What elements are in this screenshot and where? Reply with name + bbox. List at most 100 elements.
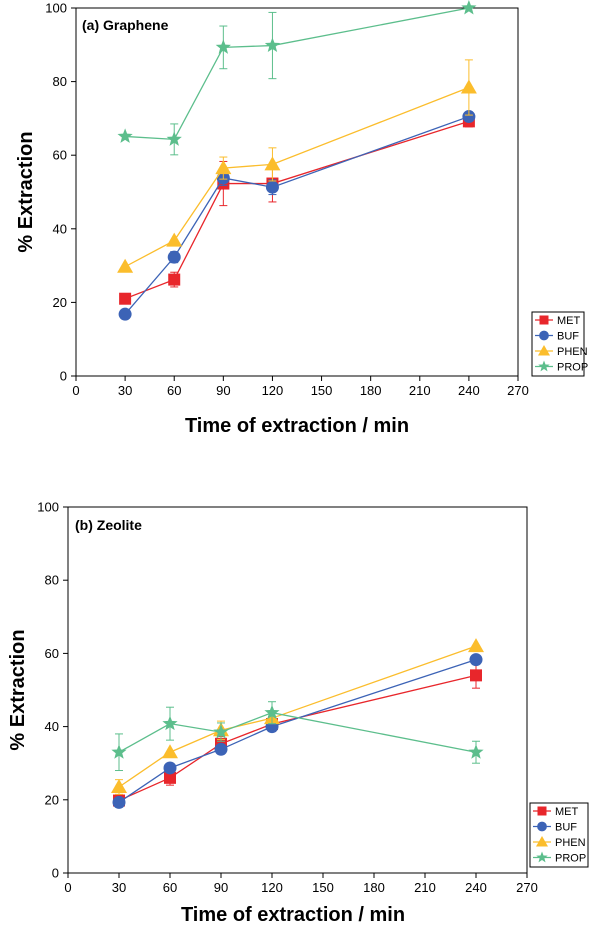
- legend-label: PROP: [557, 362, 588, 374]
- data-point: [468, 744, 484, 759]
- data-point: [265, 180, 279, 194]
- x-tick-label: 90: [216, 383, 230, 398]
- x-tick-label: 30: [112, 880, 126, 895]
- y-tick-label: 80: [45, 573, 59, 588]
- legend-marker: [536, 851, 548, 863]
- data-point: [166, 232, 183, 247]
- chart-zeolite: 0 30 60 90 120 150 180 210 240 270 0 20 40 60 80 100 (b…: [7, 500, 589, 926]
- legend-item-phen: PHEN: [533, 836, 586, 849]
- y-axis-title: % Extraction: [15, 131, 37, 252]
- data-point: [462, 110, 476, 124]
- series-layer: [111, 638, 484, 809]
- y-tick-label: 20: [45, 792, 59, 807]
- data-point: [111, 778, 127, 793]
- legend-marker: [539, 315, 549, 325]
- legend-item-prop: PROP: [533, 851, 586, 865]
- data-point: [215, 39, 231, 54]
- data-point: [460, 79, 477, 94]
- legend-item-phen: PHEN: [535, 345, 588, 358]
- legend-marker: [538, 345, 550, 356]
- legend: MET BUF PHEN PROP: [531, 311, 588, 377]
- legend-marker: [536, 836, 548, 847]
- panel-label: (a) Graphene: [82, 17, 169, 33]
- x-tick-label: 30: [118, 383, 132, 398]
- data-point: [215, 160, 232, 175]
- legend-item-buf: BUF: [533, 822, 577, 834]
- legend-label: BUF: [557, 331, 579, 343]
- plot-area: [75, 7, 519, 377]
- tick-layer: 0 30 60 90 120 150 180 210 240 270 0 20 40 60 80 100: [45, 1, 529, 399]
- y-axis-title: % Extraction: [7, 629, 29, 750]
- data-point: [162, 744, 178, 759]
- series-layer: [117, 0, 477, 321]
- legend-marker: [538, 360, 550, 372]
- legend-marker: [537, 806, 547, 816]
- y-tick-label: 40: [45, 719, 59, 734]
- data-point: [264, 37, 281, 53]
- data-point: [264, 156, 281, 171]
- legend-item-buf: BUF: [535, 331, 579, 343]
- x-tick-label: 210: [414, 880, 436, 895]
- data-point: [167, 250, 181, 264]
- x-tick-label: 240: [465, 880, 487, 895]
- y-tick-label: 60: [53, 148, 67, 163]
- data-point: [213, 724, 229, 739]
- data-point: [168, 273, 181, 286]
- data-point: [112, 795, 126, 809]
- x-tick-label: 150: [312, 880, 334, 895]
- tick-layer: 0 30 60 90 120 150 180 210 240 270 0 20 40 60 80 100: [37, 500, 538, 896]
- x-tick-label: 90: [214, 880, 228, 895]
- legend-item-met: MET: [535, 315, 581, 327]
- data-point: [162, 715, 178, 731]
- legend-marker: [537, 821, 547, 832]
- data-point: [117, 128, 133, 143]
- panel-label: (b) Zeolite: [75, 517, 142, 533]
- data-point: [119, 292, 132, 305]
- x-tick-label: 60: [167, 383, 181, 398]
- data-point: [264, 704, 280, 720]
- y-tick-label: 100: [37, 500, 59, 515]
- plot-area: [67, 506, 528, 874]
- data-point: [166, 131, 182, 146]
- x-tick-label: 60: [163, 880, 177, 895]
- data-point: [118, 307, 132, 321]
- legend-label: PHEN: [557, 346, 588, 358]
- y-tick-label: 100: [45, 1, 67, 16]
- y-tick-label: 0: [60, 369, 67, 384]
- data-point: [164, 771, 176, 784]
- series-phen: [117, 59, 477, 273]
- legend-item-prop: PROP: [535, 360, 588, 374]
- x-axis-title: Time of extraction / min: [181, 904, 405, 926]
- x-tick-label: 210: [409, 383, 431, 398]
- x-tick-label: 270: [507, 383, 529, 398]
- data-point: [117, 258, 134, 273]
- x-tick-label: 120: [261, 880, 283, 895]
- legend: MET BUF PHEN PROP: [529, 802, 589, 868]
- legend-label: PROP: [555, 853, 586, 865]
- legend-item-met: MET: [533, 806, 579, 818]
- series-prop: [111, 701, 484, 772]
- data-point: [461, 0, 477, 15]
- data-point: [163, 761, 177, 775]
- y-tick-label: 0: [52, 866, 59, 881]
- legend-label: BUF: [555, 822, 577, 834]
- data-point: [214, 742, 228, 756]
- x-tick-label: 180: [363, 880, 385, 895]
- data-point: [468, 638, 484, 653]
- x-tick-label: 150: [311, 383, 333, 398]
- y-tick-label: 60: [45, 646, 59, 661]
- series-prop: [117, 0, 477, 156]
- legend-marker: [539, 330, 549, 341]
- y-tick-label: 40: [53, 221, 67, 236]
- data-point: [111, 744, 127, 759]
- x-axis-title: Time of extraction / min: [185, 415, 409, 437]
- x-tick-label: 270: [516, 880, 538, 895]
- x-tick-label: 180: [360, 383, 382, 398]
- legend-label: MET: [555, 806, 579, 818]
- chart-graphene: 0 30 60 90 120 150 180 210 240 270 0 20 40 60 80 100 (a…: [15, 0, 588, 437]
- y-tick-label: 20: [53, 295, 67, 310]
- x-tick-label: 240: [458, 383, 480, 398]
- legend-label: MET: [557, 315, 581, 327]
- data-point: [469, 653, 483, 667]
- x-tick-label: 0: [64, 880, 71, 895]
